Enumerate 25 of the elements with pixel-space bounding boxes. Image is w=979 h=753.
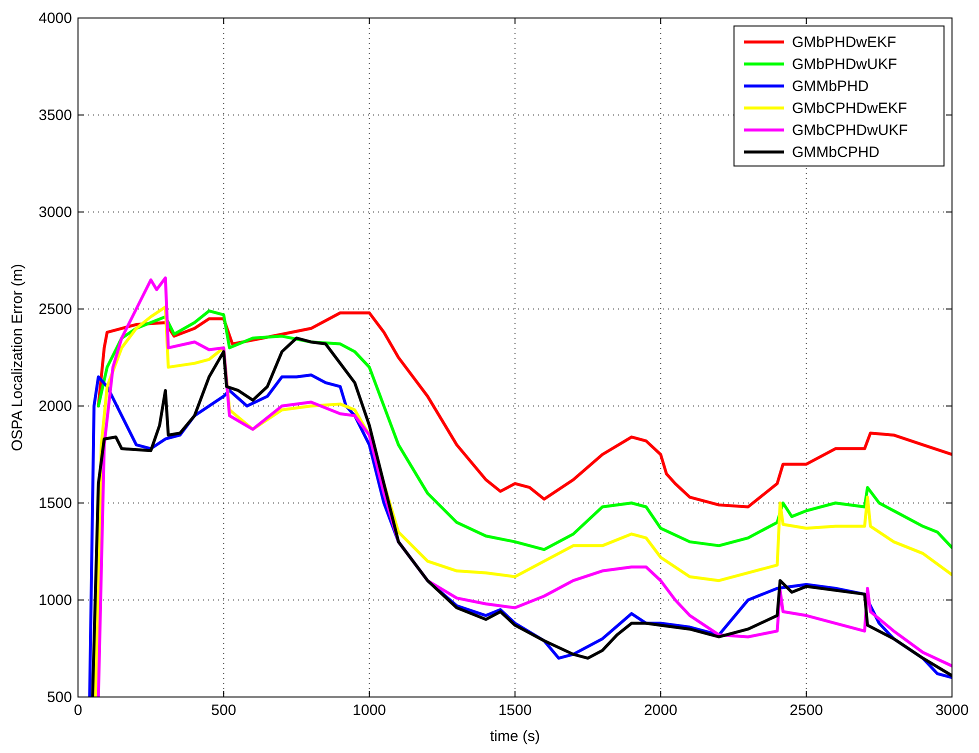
legend-label: GMbPHDwEKF: [792, 34, 896, 51]
y-tick-label: 2500: [38, 301, 72, 318]
y-tick-label: 4000: [38, 10, 72, 27]
y-tick-label: 1000: [38, 592, 72, 609]
y-tick-label: 3000: [38, 204, 72, 221]
x-tick-label: 3000: [935, 702, 969, 719]
legend-label: GMMbCPHD: [792, 144, 880, 161]
y-tick-label: 2000: [38, 398, 72, 415]
line-series: [96, 309, 952, 552]
x-tick-label: 0: [74, 702, 82, 719]
y-tick-label: 3500: [38, 107, 72, 124]
x-tick-label: 2500: [790, 702, 824, 719]
x-tick-label: 1500: [498, 702, 532, 719]
line-series: [96, 311, 952, 508]
x-tick-label: 1000: [352, 702, 386, 719]
x-axis-title: time (s): [490, 728, 540, 745]
y-tick-label: 1500: [38, 495, 72, 512]
x-tick-label: 2000: [644, 702, 678, 719]
legend-label: GMbPHDwUKF: [792, 56, 898, 73]
y-axis-title: OSPA Localization Error (m): [9, 264, 26, 452]
x-tick-label: 500: [211, 702, 236, 719]
legend-label: GMbCPHDwEKF: [792, 100, 908, 117]
legend-label: GMMbPHD: [792, 78, 869, 95]
legend-label: GMbCPHDwUKF: [792, 122, 908, 139]
y-tick-label: 500: [46, 689, 72, 706]
